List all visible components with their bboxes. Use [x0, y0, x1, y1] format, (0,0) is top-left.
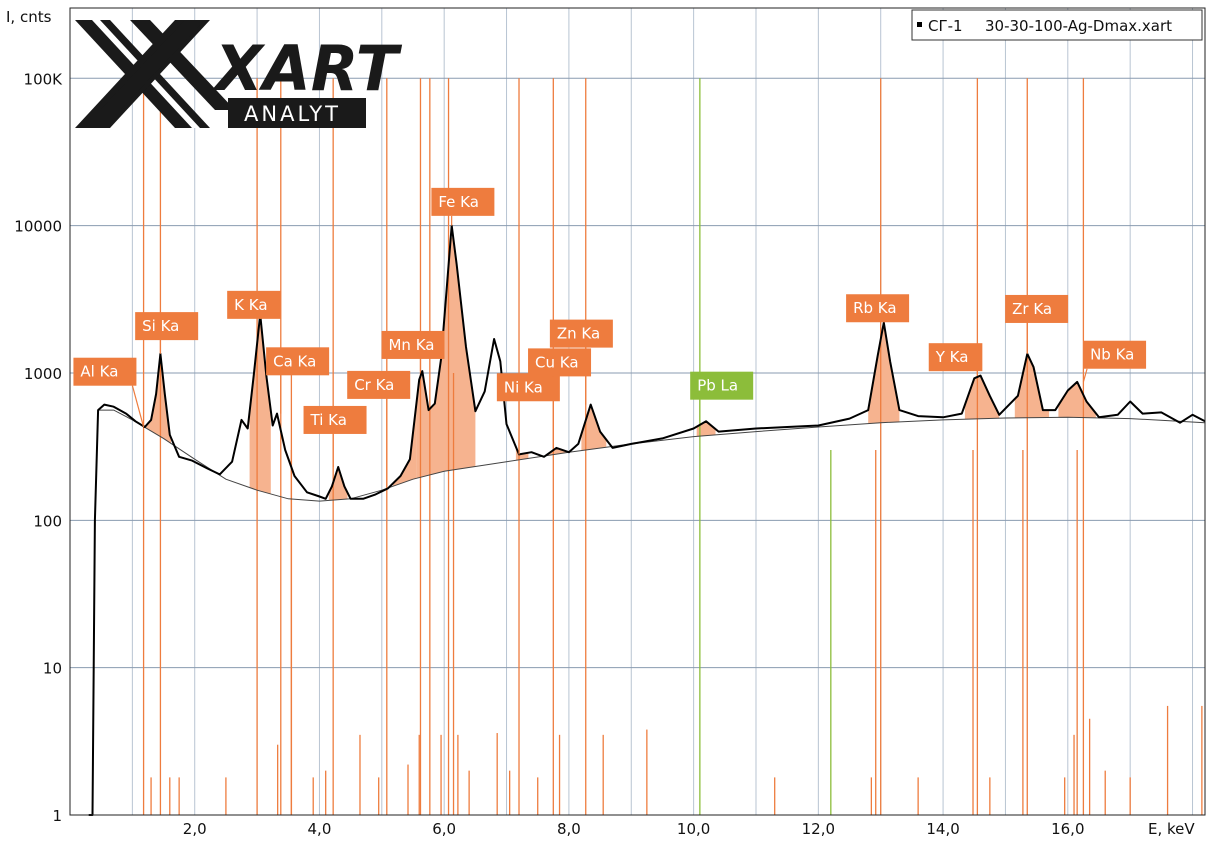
- peak-leader: [1082, 368, 1088, 383]
- peak-label-box: [431, 187, 495, 216]
- peak-fill: [416, 237, 476, 479]
- x-axis-title: E, keV: [1148, 820, 1195, 838]
- peak-fill: [964, 375, 1000, 420]
- legend: СГ-1 30-30-100-Ag-Dmax.xart: [911, 9, 1203, 41]
- peak-label: Cu Ka: [535, 353, 579, 371]
- spectrum-line: [88, 224, 1206, 816]
- peak-labels: Al Ka Si Ka K Ka Ca Ka Ti Ka Cr Ka Mn Ka Fe Ka N…: [73, 187, 1147, 487]
- peak-label: Ni Ka: [504, 378, 543, 396]
- y-tick-label: 100: [33, 512, 62, 530]
- peak-label: K Ka: [234, 296, 267, 314]
- background-curve-layer: [98, 409, 1206, 502]
- y-tick-label: 10: [43, 660, 62, 678]
- peak-label-box: [690, 371, 754, 400]
- logo-x-stroke-e: [100, 20, 205, 110]
- peak-label: Ca Ka: [273, 352, 316, 370]
- peak-label-box: [1005, 294, 1069, 323]
- spectrum-layer: [88, 224, 1206, 816]
- peak-fill: [393, 406, 417, 487]
- peak-label-box: [135, 312, 199, 341]
- peak-label-box: [303, 405, 367, 434]
- logo-sub-band: [228, 98, 366, 128]
- peak-label-box: [549, 319, 613, 348]
- x-tick-label: 8,0: [557, 820, 581, 838]
- logo-sub: ANALYT: [244, 102, 341, 126]
- legend-marker: [917, 22, 922, 27]
- legend-sample: СГ-1: [928, 17, 963, 35]
- peak-label-box: [928, 343, 983, 372]
- x-tick-label: 12,0: [802, 820, 835, 838]
- legend-box: [911, 9, 1203, 41]
- peak-label-box: [528, 348, 592, 377]
- peak-label: Rb Ka: [853, 299, 896, 317]
- y-tick-label: 10000: [14, 218, 62, 236]
- peak-fill: [249, 314, 271, 494]
- x-tick-label: 2,0: [183, 820, 207, 838]
- x-tick-label: 4,0: [308, 820, 332, 838]
- peak-label-box: [846, 294, 910, 323]
- peak-label-box: [496, 373, 560, 402]
- peak-label-box: [227, 290, 281, 319]
- plot-frame: [69, 7, 1206, 816]
- logo-x-stroke-d: [130, 20, 235, 110]
- peak-label-box: [1083, 340, 1147, 369]
- peak-leader: [131, 385, 145, 428]
- peak-label: Zr Ka: [1012, 300, 1052, 318]
- y-tick-label: 1: [52, 807, 62, 825]
- peak-label: Al Ka: [80, 363, 118, 381]
- peak-fill: [868, 322, 900, 424]
- peak-label-box: [381, 330, 445, 359]
- logo-mark: XART: [211, 32, 403, 105]
- peak-label-box: [347, 370, 411, 399]
- peak-label: Pb La: [697, 377, 738, 395]
- x-tick-label: 10,0: [677, 820, 710, 838]
- background-curve: [98, 409, 1206, 502]
- y-axis-title: I, cnts: [6, 8, 52, 26]
- peak-label: Y Ka: [935, 348, 969, 366]
- tick-labels: 2,0 4,0 6,0 8,0 10,0 12,0 14,0 16,0 1 10 100 1000 10…: [14, 70, 1084, 838]
- x-tick-label: 16,0: [1051, 820, 1084, 838]
- peak-label-box: [73, 357, 137, 386]
- peak-label: Zn Ka: [557, 325, 600, 343]
- peak-label: Mn Ka: [388, 336, 434, 354]
- y-tick-label: 1000: [24, 365, 62, 383]
- peak-label: Nb Ka: [1090, 346, 1134, 364]
- peak-label: Ti Ka: [310, 411, 347, 429]
- peak-label-box: [266, 347, 330, 376]
- peak-label: Fe Ka: [438, 193, 479, 211]
- x-tick-label: 14,0: [926, 820, 959, 838]
- peak-label: Si Ka: [142, 317, 179, 335]
- x-tick-label: 6,0: [432, 820, 456, 838]
- peak-label: Cr Ka: [354, 376, 394, 394]
- xart-logo: XART ANALYT: [75, 20, 403, 128]
- legend-file: 30-30-100-Ag-Dmax.xart: [985, 17, 1172, 35]
- y-tick-label: 100K: [24, 70, 64, 88]
